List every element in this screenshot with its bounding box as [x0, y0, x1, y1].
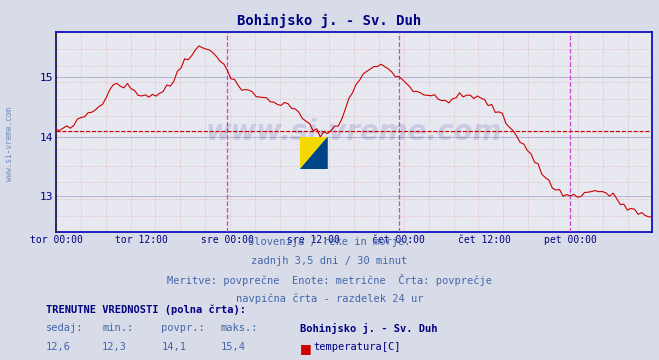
Text: 14,1: 14,1 [161, 342, 186, 352]
Text: 12,6: 12,6 [46, 342, 71, 352]
Text: Bohinjsko j. - Sv. Duh: Bohinjsko j. - Sv. Duh [300, 323, 438, 334]
Text: povpr.:: povpr.: [161, 323, 205, 333]
Text: sedaj:: sedaj: [46, 323, 84, 333]
Text: temperatura[C]: temperatura[C] [313, 342, 401, 352]
Text: Slovenija / reke in morje.: Slovenija / reke in morje. [248, 237, 411, 247]
Text: www.si-vreme.com: www.si-vreme.com [206, 118, 502, 146]
Polygon shape [300, 137, 328, 169]
Text: zadnjh 3,5 dni / 30 minut: zadnjh 3,5 dni / 30 minut [251, 256, 408, 266]
Text: navpična črta - razdelek 24 ur: navpična črta - razdelek 24 ur [236, 293, 423, 303]
Text: min.:: min.: [102, 323, 133, 333]
Text: ■: ■ [300, 342, 312, 355]
Text: www.si-vreme.com: www.si-vreme.com [5, 107, 14, 181]
Text: maks.:: maks.: [221, 323, 258, 333]
Text: Bohinjsko j. - Sv. Duh: Bohinjsko j. - Sv. Duh [237, 14, 422, 28]
Polygon shape [300, 137, 328, 169]
Text: 12,3: 12,3 [102, 342, 127, 352]
Text: TRENUTNE VREDNOSTI (polna črta):: TRENUTNE VREDNOSTI (polna črta): [46, 304, 246, 315]
Text: Meritve: povprečne  Enote: metrične  Črta: povprečje: Meritve: povprečne Enote: metrične Črta:… [167, 274, 492, 286]
Text: 15,4: 15,4 [221, 342, 246, 352]
Polygon shape [300, 137, 328, 169]
